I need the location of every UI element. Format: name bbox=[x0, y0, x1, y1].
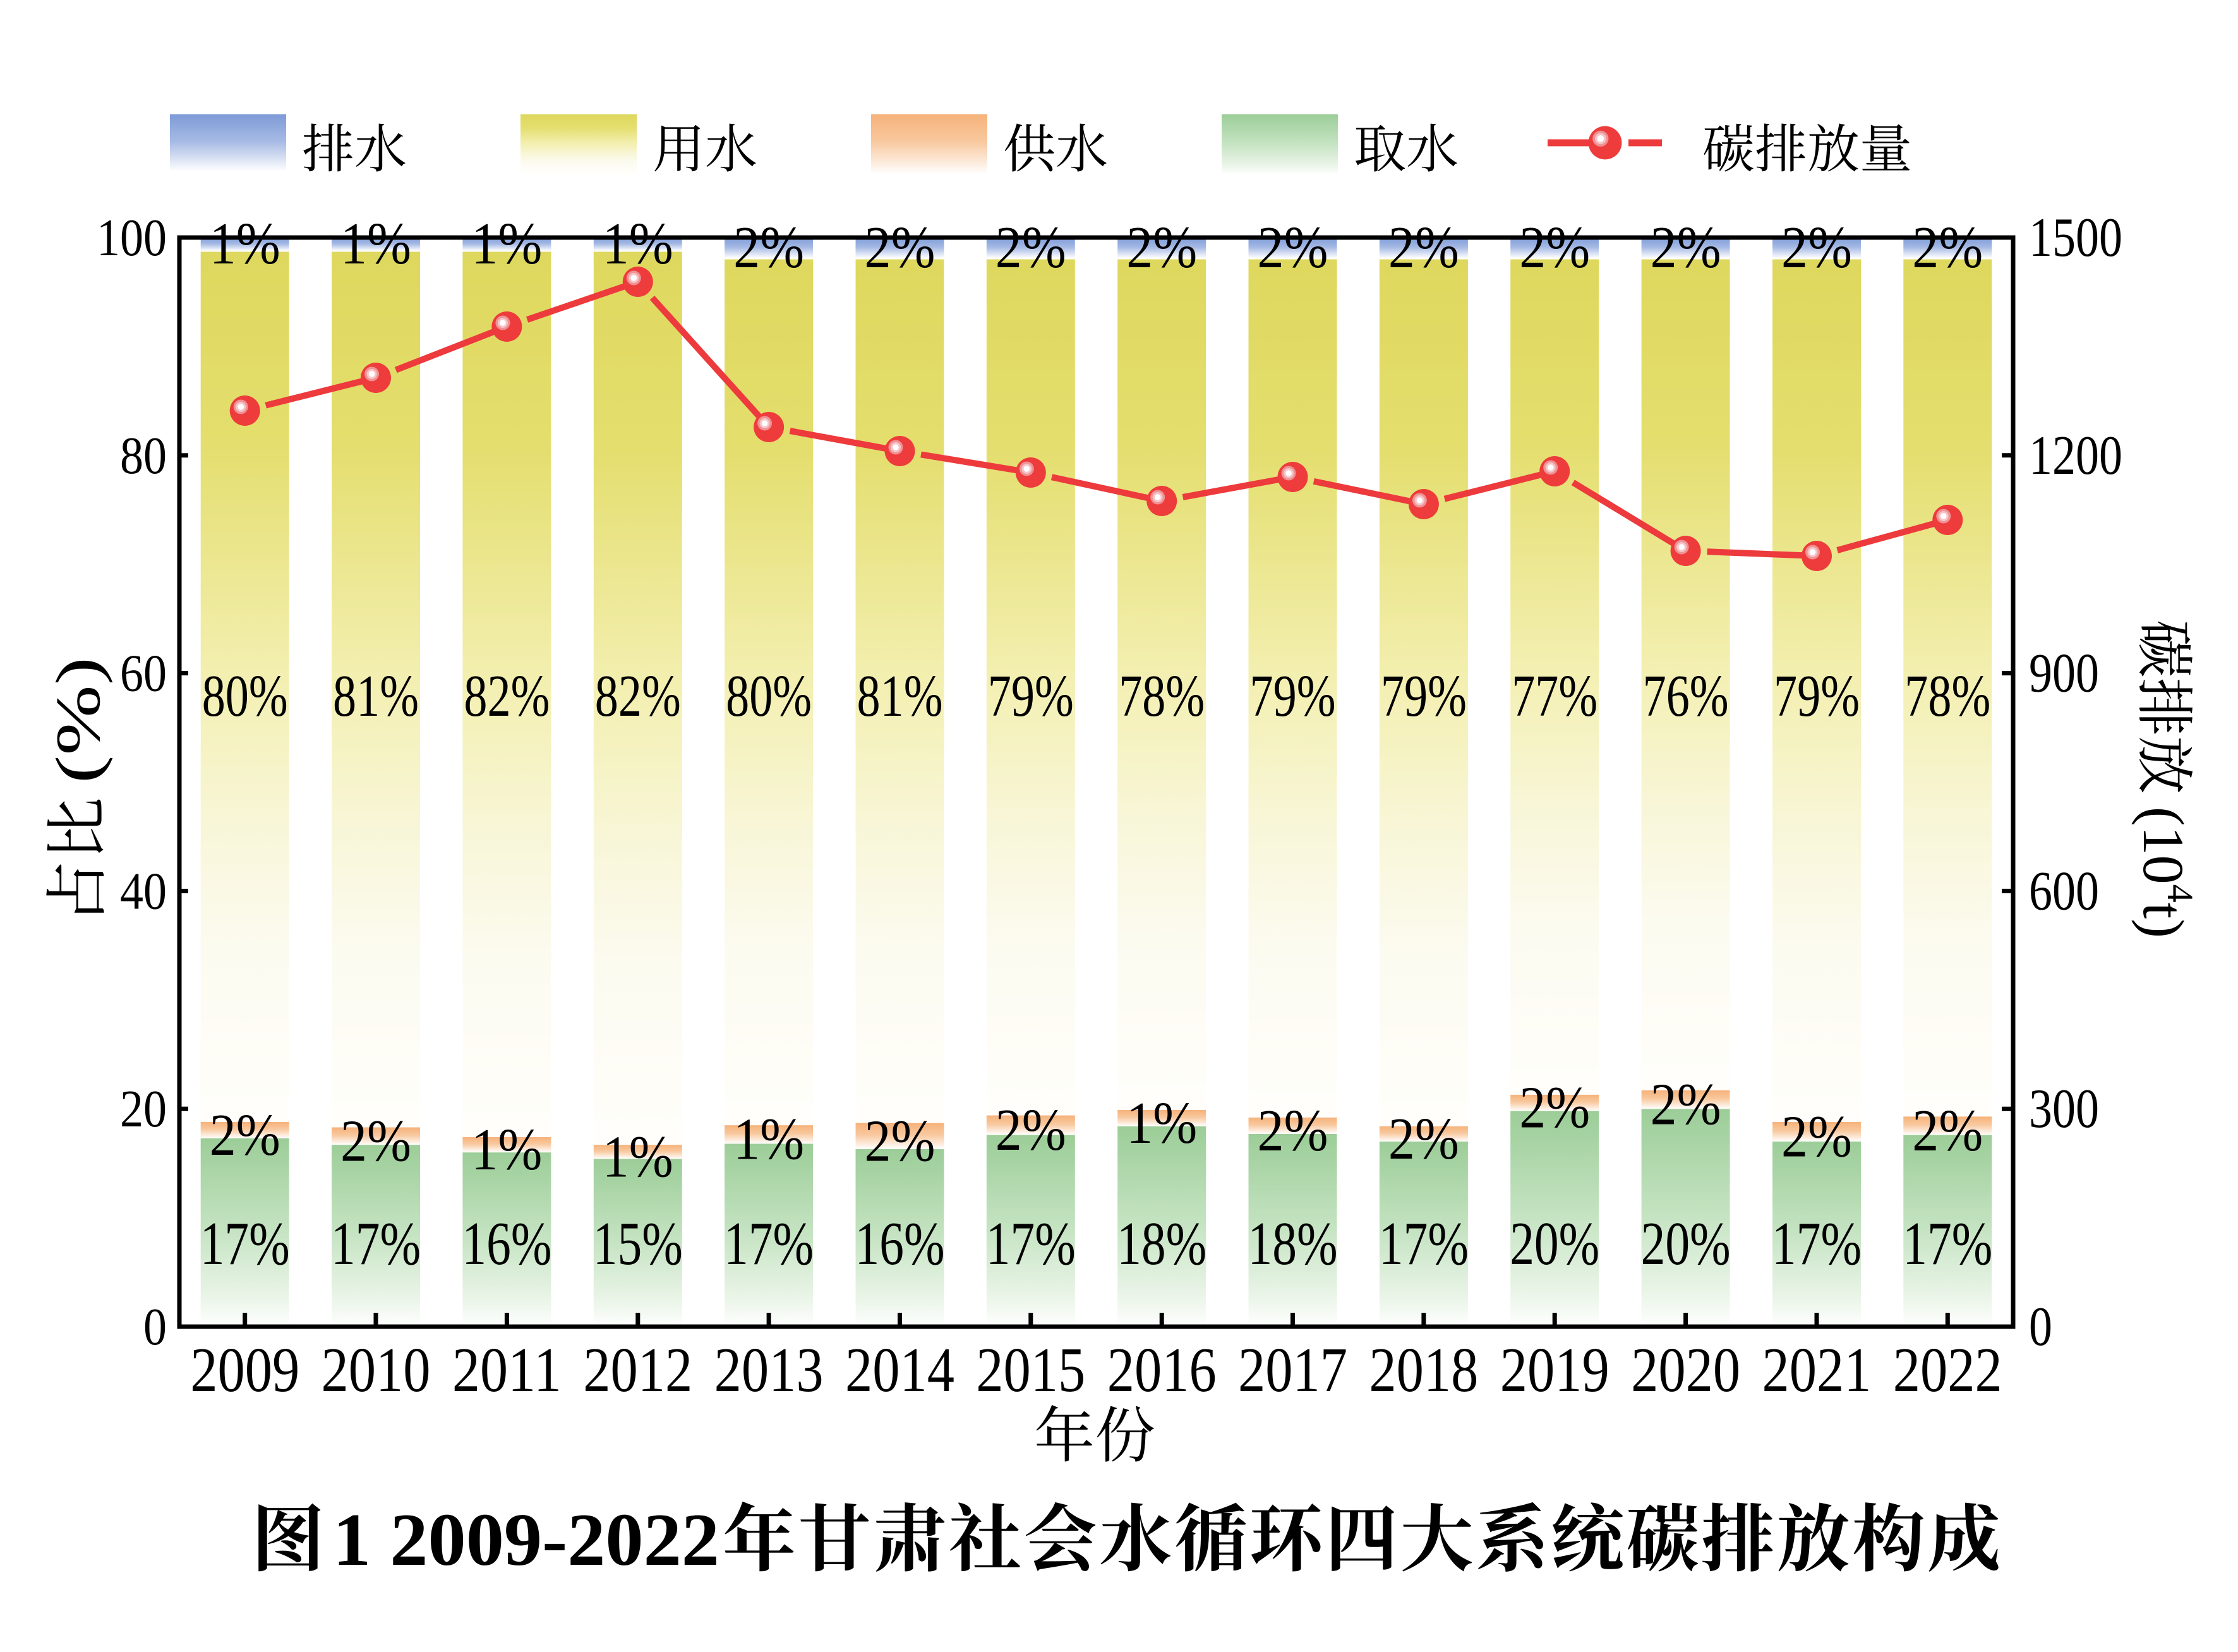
svg-text:2%: 2% bbox=[1519, 215, 1590, 280]
svg-text:80%: 80% bbox=[726, 663, 812, 729]
svg-text:0: 0 bbox=[143, 1298, 167, 1356]
svg-text:1%: 1% bbox=[210, 211, 280, 277]
svg-text:18%: 18% bbox=[1248, 1210, 1338, 1277]
svg-text:17%: 17% bbox=[1903, 1210, 1992, 1277]
svg-text:1%: 1% bbox=[603, 1124, 673, 1190]
svg-text:2%: 2% bbox=[865, 1108, 936, 1174]
svg-text:20: 20 bbox=[120, 1080, 167, 1138]
svg-text:79%: 79% bbox=[988, 663, 1074, 729]
svg-text:2%: 2% bbox=[1912, 1098, 1983, 1164]
svg-text:2021: 2021 bbox=[1762, 1334, 1872, 1405]
svg-text:79%: 79% bbox=[1250, 663, 1336, 729]
svg-text:2017: 2017 bbox=[1238, 1334, 1347, 1405]
svg-text:82%: 82% bbox=[595, 663, 681, 729]
svg-text:16%: 16% bbox=[462, 1210, 551, 1277]
svg-text:77%: 77% bbox=[1512, 663, 1597, 729]
svg-text:76%: 76% bbox=[1643, 663, 1729, 729]
svg-text:17%: 17% bbox=[1772, 1210, 1862, 1277]
svg-text:2%: 2% bbox=[1651, 1072, 1721, 1138]
svg-text:2%: 2% bbox=[1258, 1098, 1328, 1164]
svg-text:2%: 2% bbox=[210, 1102, 280, 1168]
svg-text:2009: 2009 bbox=[190, 1334, 299, 1405]
svg-text:80%: 80% bbox=[202, 663, 288, 729]
svg-text:2%: 2% bbox=[1126, 215, 1197, 280]
svg-text:82%: 82% bbox=[464, 663, 550, 729]
svg-text:2011: 2011 bbox=[452, 1334, 562, 1405]
svg-text:81%: 81% bbox=[857, 663, 943, 729]
svg-text:2%: 2% bbox=[340, 1108, 411, 1174]
svg-text:(%): (%) bbox=[43, 657, 113, 783]
svg-text:2%: 2% bbox=[1651, 215, 1721, 280]
svg-text:2019: 2019 bbox=[1500, 1334, 1609, 1405]
svg-text:2018: 2018 bbox=[1369, 1334, 1478, 1405]
svg-text:17%: 17% bbox=[1379, 1210, 1469, 1277]
svg-text:2%: 2% bbox=[1912, 215, 1983, 280]
svg-text:1%: 1% bbox=[340, 211, 411, 277]
svg-text:1%: 1% bbox=[733, 1107, 804, 1173]
svg-text:81%: 81% bbox=[333, 663, 419, 729]
svg-text:2010: 2010 bbox=[322, 1334, 431, 1405]
svg-text:60: 60 bbox=[120, 644, 167, 703]
svg-text:100: 100 bbox=[97, 208, 167, 267]
svg-text:2014: 2014 bbox=[845, 1334, 954, 1405]
svg-text:1200: 1200 bbox=[2029, 425, 2122, 486]
svg-text:(104t): (104t) bbox=[2131, 807, 2201, 938]
svg-text:1%: 1% bbox=[471, 1117, 542, 1183]
svg-text:2%: 2% bbox=[996, 215, 1066, 280]
svg-text:1%: 1% bbox=[1126, 1090, 1197, 1156]
svg-text:79%: 79% bbox=[1774, 663, 1860, 729]
svg-text:78%: 78% bbox=[1119, 663, 1205, 729]
svg-text:2015: 2015 bbox=[976, 1334, 1085, 1405]
svg-text:1 2009-2022: 1 2009-2022 bbox=[333, 1498, 719, 1581]
svg-text:2%: 2% bbox=[1388, 1106, 1459, 1172]
svg-text:2013: 2013 bbox=[714, 1334, 824, 1405]
svg-text:2020: 2020 bbox=[1631, 1334, 1740, 1405]
svg-text:2%: 2% bbox=[865, 215, 936, 280]
svg-text:80: 80 bbox=[120, 426, 167, 485]
svg-text:2016: 2016 bbox=[1107, 1334, 1217, 1405]
svg-text:17%: 17% bbox=[331, 1210, 421, 1277]
svg-text:2%: 2% bbox=[1519, 1075, 1590, 1141]
svg-text:2012: 2012 bbox=[583, 1334, 692, 1405]
svg-text:1500: 1500 bbox=[2029, 207, 2122, 268]
svg-text:2%: 2% bbox=[996, 1097, 1066, 1163]
svg-text:40: 40 bbox=[120, 862, 167, 920]
svg-text:17%: 17% bbox=[986, 1210, 1076, 1277]
svg-text:2%: 2% bbox=[1781, 1104, 1852, 1169]
svg-text:17%: 17% bbox=[200, 1210, 290, 1277]
svg-text:16%: 16% bbox=[855, 1210, 945, 1277]
svg-text:78%: 78% bbox=[1904, 663, 1990, 729]
svg-text:2%: 2% bbox=[1258, 215, 1328, 280]
svg-text:1%: 1% bbox=[471, 211, 542, 277]
svg-text:600: 600 bbox=[2029, 860, 2099, 922]
svg-text:2%: 2% bbox=[1388, 215, 1459, 280]
svg-text:79%: 79% bbox=[1381, 663, 1467, 729]
svg-text:2022: 2022 bbox=[1893, 1334, 2002, 1405]
svg-text:300: 300 bbox=[2029, 1078, 2099, 1140]
svg-text:2%: 2% bbox=[733, 215, 804, 280]
svg-text:1%: 1% bbox=[603, 211, 673, 277]
svg-text:20%: 20% bbox=[1510, 1210, 1599, 1277]
svg-text:0: 0 bbox=[2029, 1296, 2052, 1358]
svg-text:18%: 18% bbox=[1117, 1210, 1206, 1277]
svg-text:20%: 20% bbox=[1641, 1210, 1731, 1277]
svg-text:17%: 17% bbox=[724, 1210, 814, 1277]
svg-text:15%: 15% bbox=[593, 1210, 683, 1277]
svg-text:2%: 2% bbox=[1781, 215, 1852, 280]
svg-text:900: 900 bbox=[2029, 643, 2099, 704]
